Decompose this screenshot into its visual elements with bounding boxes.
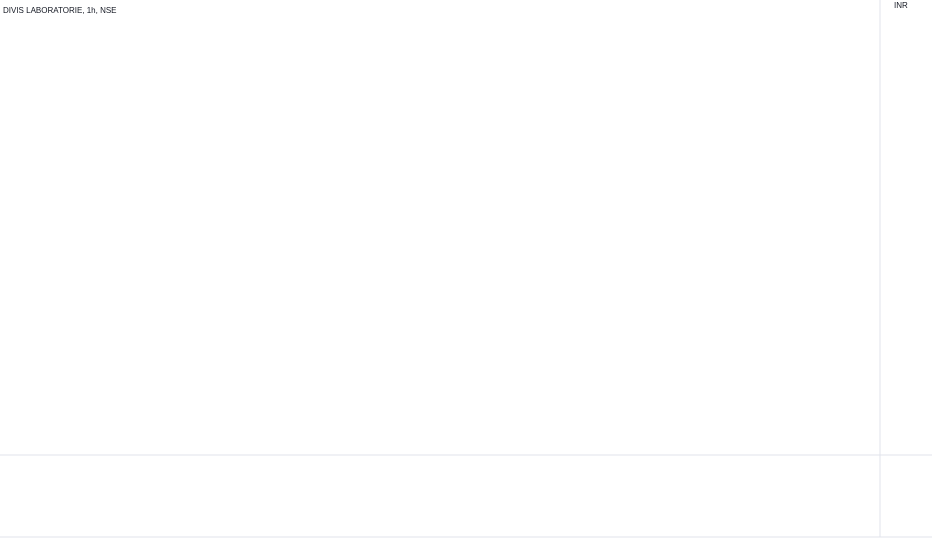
currency: INR (894, 1, 908, 10)
chart-title: DIVIS LABORATORIE, 1h, NSE (3, 6, 117, 15)
